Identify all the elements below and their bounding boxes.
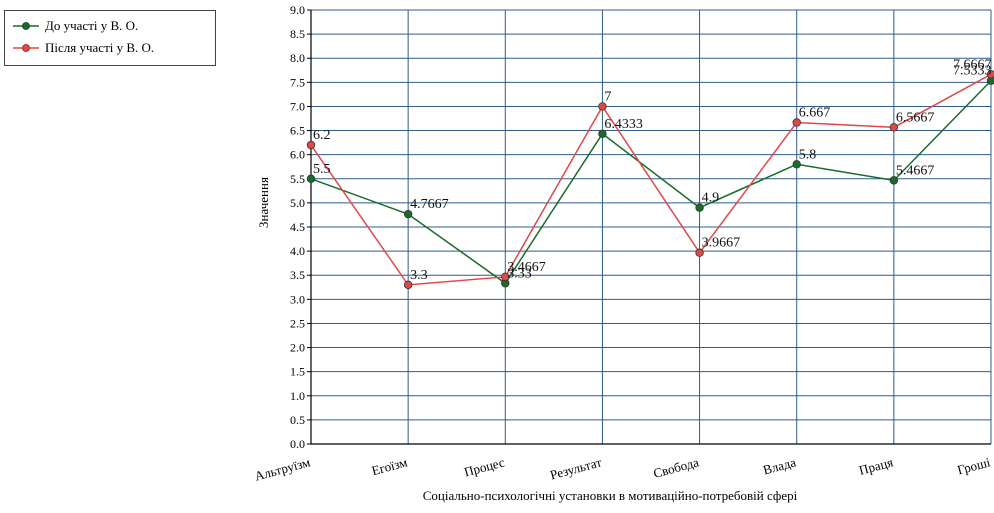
y-tick-label: 7.0 — [290, 99, 305, 113]
legend-label-after: Після участі у В. О. — [45, 40, 155, 55]
y-tick-label: 8.0 — [290, 51, 305, 65]
data-label-0: 4.9 — [702, 191, 720, 206]
y-tick-label: 7.5 — [290, 75, 305, 89]
data-point-0 — [403, 209, 413, 219]
y-tick-label: 4.5 — [290, 220, 305, 234]
y-tick-label: 9.0 — [290, 3, 305, 17]
y-tick-label: 0.0 — [290, 437, 305, 451]
x-axis-title: Соціально-психологічні установки в мотив… — [422, 488, 798, 503]
y-tick-label: 1.0 — [290, 389, 305, 403]
x-tick-label: Свобода — [652, 454, 701, 481]
data-label-1: 6.667 — [799, 106, 831, 121]
data-point-1 — [306, 140, 316, 150]
data-point-1 — [986, 70, 994, 79]
legend-marker-after — [13, 44, 39, 52]
data-point-1 — [889, 123, 899, 132]
y-tick-label: 4.0 — [290, 244, 305, 258]
data-point-1 — [403, 280, 413, 290]
data-label-1: 7 — [604, 89, 611, 104]
data-point-0 — [792, 160, 801, 169]
series-line-0 — [310, 80, 992, 285]
legend-label-before: До участі у В. О. — [45, 18, 139, 33]
x-tick-label: Гроші — [956, 454, 992, 477]
legend-marker-before — [13, 22, 39, 30]
x-tick-label: Результат — [548, 454, 603, 482]
data-label-1: 3.3 — [410, 268, 428, 283]
x-tick-label: Процес — [462, 454, 506, 479]
data-label-1: 3.9667 — [702, 236, 741, 251]
legend: До участі у В. О. Після участі у В. О. — [4, 10, 216, 66]
y-tick-label: 2.0 — [290, 341, 305, 355]
data-point-0 — [598, 129, 607, 138]
y-tick-label: 3.5 — [290, 268, 305, 282]
data-point-1 — [598, 102, 607, 111]
legend-item-before: До участі у В. О. — [13, 16, 138, 36]
data-label-1: 6.2 — [313, 128, 331, 143]
data-label-1: 7.6667 — [953, 57, 992, 72]
y-tick-label: 3.0 — [290, 292, 305, 306]
data-label-0: 5.8 — [799, 147, 817, 162]
x-tick-label: Праця — [857, 454, 894, 477]
data-label-1: 3.4667 — [507, 260, 546, 275]
series-line-1 — [310, 73, 992, 286]
y-tick-label: 1.5 — [290, 365, 305, 379]
data-point-1 — [501, 272, 510, 282]
data-label-1: 6.5667 — [896, 110, 935, 125]
data-point-0 — [889, 176, 899, 185]
data-label-0: 7.5333 — [953, 64, 992, 79]
data-label-0: 5.4667 — [896, 163, 935, 178]
data-label-0: 5.5 — [313, 162, 331, 177]
x-tick-label: Влада — [761, 454, 797, 477]
data-point-1 — [695, 248, 704, 257]
data-label-0: 3.33 — [507, 266, 532, 281]
data-point-1 — [792, 118, 801, 127]
y-tick-label: 8.5 — [290, 27, 305, 41]
y-tick-label: 6.5 — [290, 124, 305, 138]
x-tick-label: Егоїзм — [370, 454, 409, 478]
legend-item-after: Після участі у В. О. — [13, 38, 154, 58]
x-tick-label: Альтруїзм — [253, 454, 312, 483]
data-label-0: 6.4333 — [604, 117, 643, 132]
data-point-0 — [695, 203, 704, 212]
y-tick-label: 5.0 — [290, 196, 305, 210]
y-tick-label: 6.0 — [290, 148, 305, 162]
y-axis-title: Значення — [256, 177, 271, 228]
y-tick-label: 5.5 — [290, 172, 305, 186]
data-label-0: 4.7667 — [410, 197, 449, 212]
data-point-0 — [306, 174, 316, 183]
y-tick-label: 2.5 — [290, 316, 305, 330]
y-tick-label: 0.5 — [290, 413, 305, 427]
